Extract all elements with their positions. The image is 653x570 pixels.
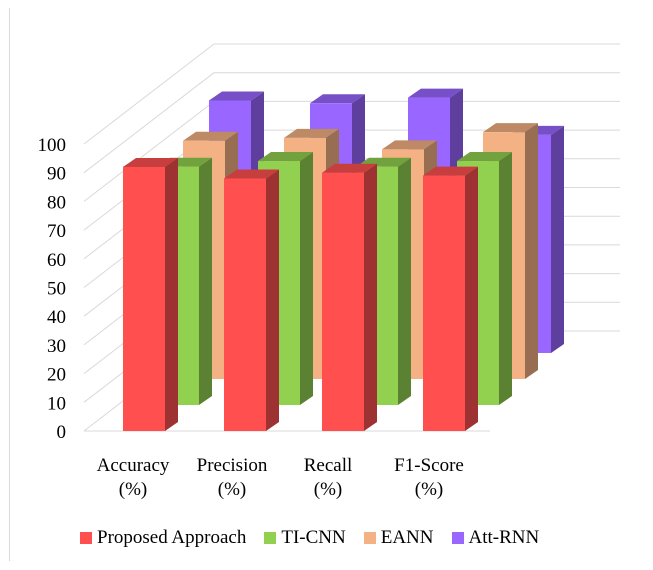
gridline-side-90 xyxy=(83,72,215,174)
legend-item-proposed-approach: Proposed Approach xyxy=(80,527,246,549)
bar-att-rnn-f1-score-side xyxy=(551,125,564,353)
bar-ti-cnn-accuracy-side xyxy=(199,157,212,405)
legend-label-proposed-approach: Proposed Approach xyxy=(97,527,247,548)
bar-proposed-approach-precision-side xyxy=(266,169,279,431)
y-tick-label-10: 10 xyxy=(47,393,66,414)
y-tick-label-40: 40 xyxy=(47,307,66,328)
chart-frame-line xyxy=(9,8,10,561)
bar-proposed-approach-f1-score-front xyxy=(423,175,465,431)
legend-item-att-rnn: Att-RNN xyxy=(451,527,540,549)
category-label-accuracy: Accuracy (%) xyxy=(96,455,170,500)
bar-proposed-approach-accuracy-front xyxy=(123,166,165,431)
legend-label-ti-cnn: TI-CNN xyxy=(281,527,346,548)
bar-att-rnn-accuracy-top xyxy=(209,91,264,101)
legend-swatch-att-rnn xyxy=(451,532,464,544)
bar-proposed-approach-recall-top xyxy=(322,163,377,173)
legend-label-eann: EANN xyxy=(380,527,434,548)
legend-swatch-eann xyxy=(363,532,376,544)
bar-ti-cnn-precision-top xyxy=(258,152,313,162)
y-tick-label-100: 100 xyxy=(38,135,67,156)
bar-eann-precision-top xyxy=(284,128,339,138)
chart-legend: Proposed Approach TI-CNN EANN Att-RNN xyxy=(80,524,557,552)
legend-swatch-ti-cnn xyxy=(264,532,277,544)
bar-eann-f1-score-side xyxy=(525,123,538,380)
bar-proposed-approach-recall-side xyxy=(364,163,377,431)
bar-proposed-approach-precision-front xyxy=(224,178,266,431)
category-label-f1-score: F1-Score (%) xyxy=(394,455,464,500)
bar-ti-cnn-precision-side xyxy=(300,152,313,405)
y-tick-label-30: 30 xyxy=(47,336,66,357)
gridline-side-80 xyxy=(83,101,215,202)
legend-label-att-rnn: Att-RNN xyxy=(468,527,540,548)
bar-proposed-approach-accuracy-top xyxy=(123,157,178,167)
bar-eann-f1-score-top xyxy=(483,123,538,133)
bar-proposed-approach-precision-top xyxy=(224,169,279,179)
category-label-precision: Precision (%) xyxy=(196,455,268,500)
bar-eann-recall-top xyxy=(382,140,437,150)
bar-ti-cnn-f1-score-top xyxy=(457,152,512,162)
y-tick-label-70: 70 xyxy=(47,221,66,242)
bar-proposed-approach-accuracy-side xyxy=(165,157,178,431)
y-tick-label-20: 20 xyxy=(47,365,66,386)
gridline-side-100 xyxy=(83,43,215,145)
category-label-recall: Recall (%) xyxy=(303,455,353,500)
y-tick-label-60: 60 xyxy=(47,250,66,271)
y-tick-label-0: 0 xyxy=(57,422,67,443)
legend-item-ti-cnn: TI-CNN xyxy=(264,527,346,549)
bar-att-rnn-recall-top xyxy=(408,88,463,98)
bar-eann-accuracy-top xyxy=(183,131,238,141)
bar-proposed-approach-f1-score-top xyxy=(423,166,478,176)
legend-item-eann: EANN xyxy=(363,527,434,549)
bar-proposed-approach-f1-score-side xyxy=(465,166,478,431)
bar-att-rnn-precision-top xyxy=(310,94,365,104)
legend-swatch-proposed-approach xyxy=(80,532,92,544)
y-tick-label-90: 90 xyxy=(47,164,66,185)
bar-proposed-approach-recall-front xyxy=(322,172,364,431)
bar-ti-cnn-recall-side xyxy=(398,157,411,405)
bar-ti-cnn-f1-score-side xyxy=(499,152,512,405)
y-tick-label-50: 50 xyxy=(47,279,66,300)
y-tick-label-80: 80 xyxy=(47,192,66,213)
